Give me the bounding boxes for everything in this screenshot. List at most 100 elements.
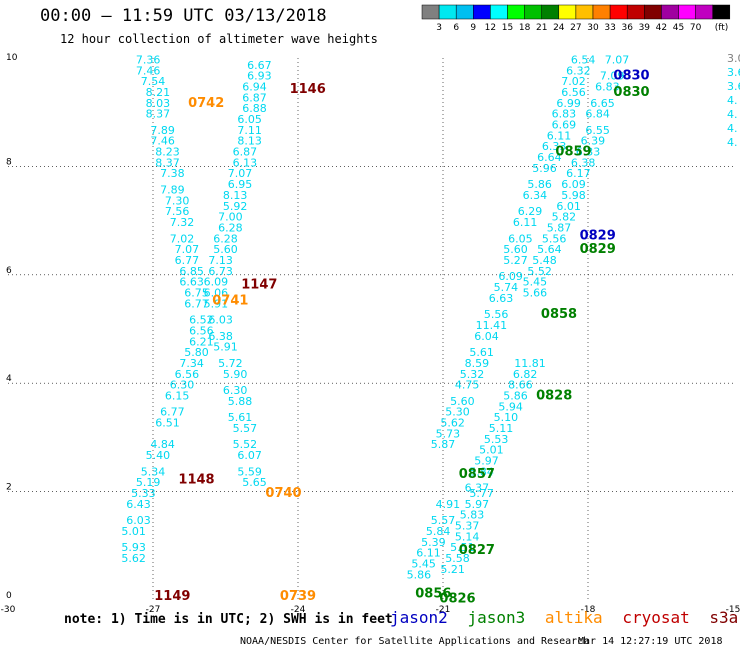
swh-value-label: 6.05: [508, 232, 533, 245]
swh-value-label: 6.85: [179, 265, 204, 278]
scale-tick-label: 24: [553, 23, 565, 33]
swh-value-label: 7.34: [179, 357, 204, 370]
swh-value-label: 5.88: [228, 395, 253, 408]
swh-value-label: 7.46: [136, 64, 161, 77]
swh-value-label: 6.09: [561, 178, 586, 191]
swh-value-label: 6.67: [247, 59, 272, 72]
swh-value-label: 7.07: [175, 243, 200, 256]
swh-value-label: 5.37: [455, 520, 480, 533]
swh-value-label: 7.56: [165, 205, 190, 218]
scale-swatch: [438, 4, 457, 20]
scale-tick-label: 33: [604, 23, 615, 33]
swh-value-label: 5.34: [141, 465, 166, 478]
swh-value-label: 5.33: [131, 487, 156, 500]
swh-value-label: 6.73: [208, 265, 233, 278]
swh-value-label: 6.21: [189, 335, 214, 348]
edge-value-label: 3.6: [727, 66, 740, 79]
scale-swatch: [455, 4, 474, 20]
swh-value-label: 7.11: [237, 124, 262, 137]
swh-value-label: 6.56: [561, 86, 586, 99]
swh-value-label: 6.51: [155, 417, 180, 430]
swh-value-label: 5.72: [218, 357, 243, 370]
scale-tick-label: 42: [656, 23, 667, 33]
x-tick-label: -21: [436, 605, 451, 615]
swh-value-label: 5.53: [484, 433, 509, 446]
swh-value-label: 6.09: [204, 276, 229, 289]
swh-value-label: 11.81: [514, 357, 546, 370]
scale-swatch: [421, 4, 440, 20]
scale-tick-label: 12: [485, 23, 496, 33]
swh-value-label: 6.52: [189, 314, 214, 327]
swh-value-label: 5.39: [421, 536, 446, 549]
scale-unit: (ft): [715, 23, 729, 33]
edge-value-label: 4.: [727, 108, 738, 121]
swh-value-label: 6.43: [126, 498, 151, 511]
legend-s3a: s3a: [709, 608, 739, 627]
swh-value-label: 5.51: [450, 541, 475, 554]
scale-tick-label: 39: [639, 23, 651, 33]
swh-value-label: 6.93: [247, 70, 272, 83]
satellite-legend: jason2 jason3 altika cryosat s3a: [390, 608, 740, 627]
swh-value-label: 5.62: [121, 552, 146, 565]
swh-value-label: 5.90: [223, 368, 248, 381]
swh-value-label: 5.80: [184, 346, 209, 359]
swh-value-label: 7.32: [170, 216, 195, 229]
scale-swatch: [661, 4, 679, 20]
swh-value-label: 5.48: [532, 254, 557, 267]
swh-value-label: 5.60: [450, 395, 475, 408]
swh-value-label: 5.14: [455, 530, 480, 543]
swh-value-label: 5.66: [523, 286, 548, 299]
swh-value-label: 6.15: [165, 389, 190, 402]
scale-swatch: [541, 4, 560, 20]
scale-swatch: [473, 4, 491, 20]
swh-value-label: 7.89: [150, 124, 175, 137]
swh-value-label: 6.56: [175, 368, 200, 381]
scale-swatch: [644, 4, 662, 20]
swh-value-label: 6.87: [242, 91, 267, 104]
swh-value-label: 6.30: [170, 379, 195, 392]
swh-value-label: 5.45: [523, 276, 548, 289]
legend-cryosat: cryosat: [622, 608, 690, 627]
pass-time-label: 0857: [459, 467, 495, 482]
scale-swatch: [712, 4, 731, 20]
swh-value-label: 5.57: [431, 514, 456, 527]
swh-value-label: 7.00: [218, 211, 243, 224]
pass-time-label: 0828: [536, 388, 572, 403]
y-tick-label: 0: [6, 591, 12, 601]
swh-value-label: 6.06: [204, 286, 229, 299]
pass-time-label: 0856: [415, 586, 451, 601]
swh-value-label: 5.21: [440, 563, 465, 576]
y-tick-label: 10: [6, 53, 18, 63]
swh-value-label: 5.86: [503, 389, 528, 402]
swh-value-label: 7.38: [160, 167, 185, 180]
swh-value-label: 8.13: [223, 189, 248, 202]
swh-value-label: 5.40: [146, 449, 171, 462]
scale-tick-label: 18: [519, 23, 531, 33]
pass-time-label: 0741: [212, 294, 248, 309]
swh-value-label: 6.11: [513, 216, 538, 229]
x-tick-label: -24: [291, 605, 306, 615]
swh-value-label: 8.37: [146, 108, 171, 121]
pass-time-label: 0826: [439, 592, 475, 607]
swh-value-label: 5.83: [460, 509, 485, 522]
scale-swatch: [490, 4, 508, 20]
swh-value-label: 6.56: [189, 324, 214, 337]
swh-value-label: 6.55: [585, 124, 610, 137]
swh-value-label: 7.54: [141, 75, 166, 88]
swh-value-label: 6.65: [590, 97, 615, 110]
edge-value-label: 4.: [727, 94, 738, 107]
swh-value-label: 6.69: [552, 118, 577, 131]
scale-swatch: [575, 4, 594, 20]
x-tick-label: -30: [1, 605, 16, 615]
swh-value-label: 6.11: [547, 129, 572, 142]
scale-tick-label: 36: [621, 23, 633, 33]
swh-value-label: 5.86: [407, 568, 432, 581]
swh-value-label: 7.02: [561, 75, 586, 88]
pass-time-label: 0830: [613, 85, 649, 100]
pass-time-label: 1148: [178, 472, 214, 487]
y-tick-label: 8: [6, 157, 12, 167]
swh-value-label: 6.03: [208, 314, 233, 327]
swh-value-label: 5.74: [494, 281, 519, 294]
swh-value-label: 6.95: [228, 178, 253, 191]
